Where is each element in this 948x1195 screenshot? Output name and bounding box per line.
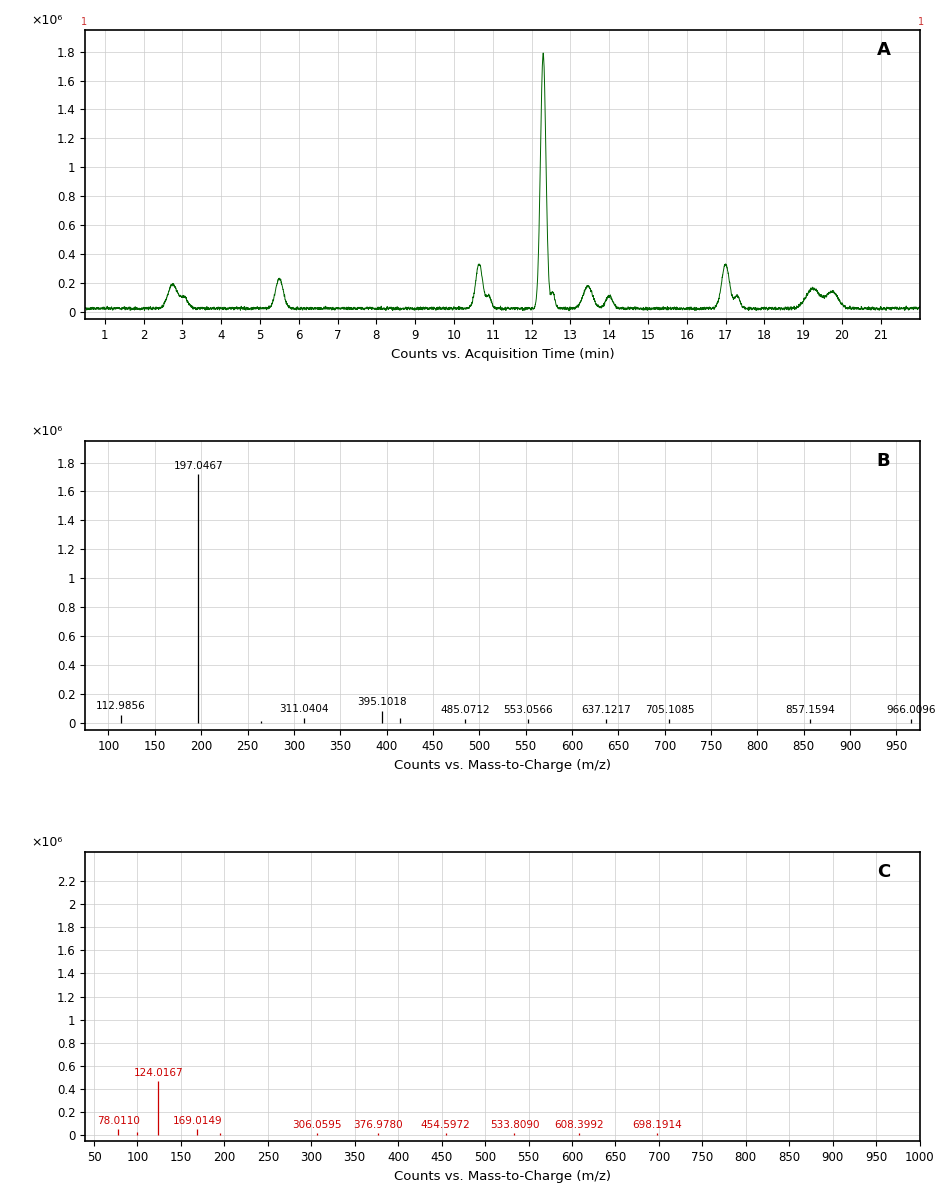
X-axis label: Counts vs. Mass-to-Charge (m/z): Counts vs. Mass-to-Charge (m/z) [394,759,611,772]
Text: 698.1914: 698.1914 [632,1120,683,1129]
Text: 637.1217: 637.1217 [581,705,631,715]
Text: 485.0712: 485.0712 [441,705,490,715]
Text: 553.0566: 553.0566 [503,705,554,715]
X-axis label: Counts vs. Acquisition Time (min): Counts vs. Acquisition Time (min) [391,348,614,361]
Text: ×10⁶: ×10⁶ [31,836,63,848]
Text: ×10⁶: ×10⁶ [31,425,63,437]
X-axis label: Counts vs. Mass-to-Charge (m/z): Counts vs. Mass-to-Charge (m/z) [394,1170,611,1183]
Text: C: C [877,863,890,882]
Text: 966.0096: 966.0096 [886,705,936,715]
Text: ×10⁶: ×10⁶ [31,14,63,27]
Text: 395.1018: 395.1018 [357,697,407,707]
Text: 169.0149: 169.0149 [173,1116,222,1126]
Text: A: A [877,42,890,60]
Text: 857.1594: 857.1594 [786,705,835,715]
Text: 306.0595: 306.0595 [292,1120,341,1129]
Text: 454.5972: 454.5972 [421,1120,470,1129]
Text: 78.0110: 78.0110 [97,1116,139,1126]
Text: 376.9780: 376.9780 [354,1120,403,1129]
Text: 197.0467: 197.0467 [173,460,224,471]
Text: 1: 1 [82,17,87,27]
Text: 608.3992: 608.3992 [555,1120,604,1129]
Text: 705.1085: 705.1085 [645,705,694,715]
Text: 124.0167: 124.0167 [134,1068,183,1078]
Text: B: B [877,453,890,471]
Text: 1: 1 [918,17,923,27]
Text: 533.8090: 533.8090 [490,1120,539,1129]
Text: 112.9856: 112.9856 [96,701,145,711]
Text: 311.0404: 311.0404 [280,704,329,715]
